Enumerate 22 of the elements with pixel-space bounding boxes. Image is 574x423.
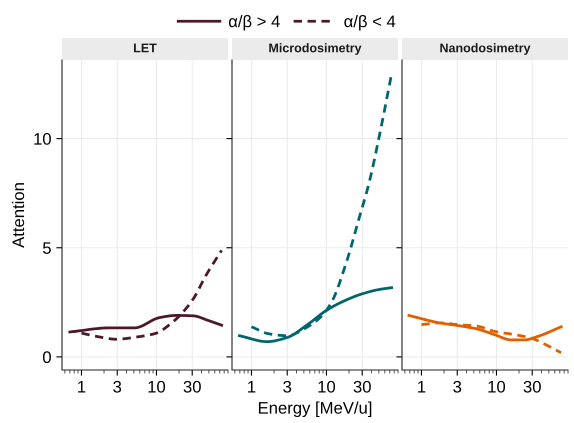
x-tick-label: 10 xyxy=(318,380,336,393)
x-tick-label: 30 xyxy=(184,380,201,393)
x-tick-label: 3 xyxy=(453,380,462,393)
legend-label: α/β > 4 xyxy=(228,15,280,31)
x-tick-label: 30 xyxy=(524,380,541,393)
chart-title: LET xyxy=(134,44,157,52)
chart-title: Microdosimetry xyxy=(269,43,362,55)
legend-label: α/β < 4 xyxy=(344,15,396,31)
x-tick-label: 3 xyxy=(113,380,122,393)
x-tick-label: 1 xyxy=(418,381,426,392)
x-tick-label: 10 xyxy=(488,380,506,393)
y-tick-label: 10 xyxy=(34,132,51,145)
y-tick-label: 0 xyxy=(42,351,51,364)
chart-title: Nanodosimetry xyxy=(440,43,530,55)
x-tick-label: 3 xyxy=(283,380,292,393)
x-tick-label: 10 xyxy=(148,380,166,393)
x-tick-label: 30 xyxy=(354,380,371,393)
x-tick-label: 1 xyxy=(78,381,86,392)
x-tick-label: 1 xyxy=(248,381,256,392)
y-tick-label: 5 xyxy=(42,242,51,254)
y-axis-title: Attention xyxy=(12,183,24,248)
x-axis-title: Energy [MeV/u] xyxy=(258,402,372,418)
